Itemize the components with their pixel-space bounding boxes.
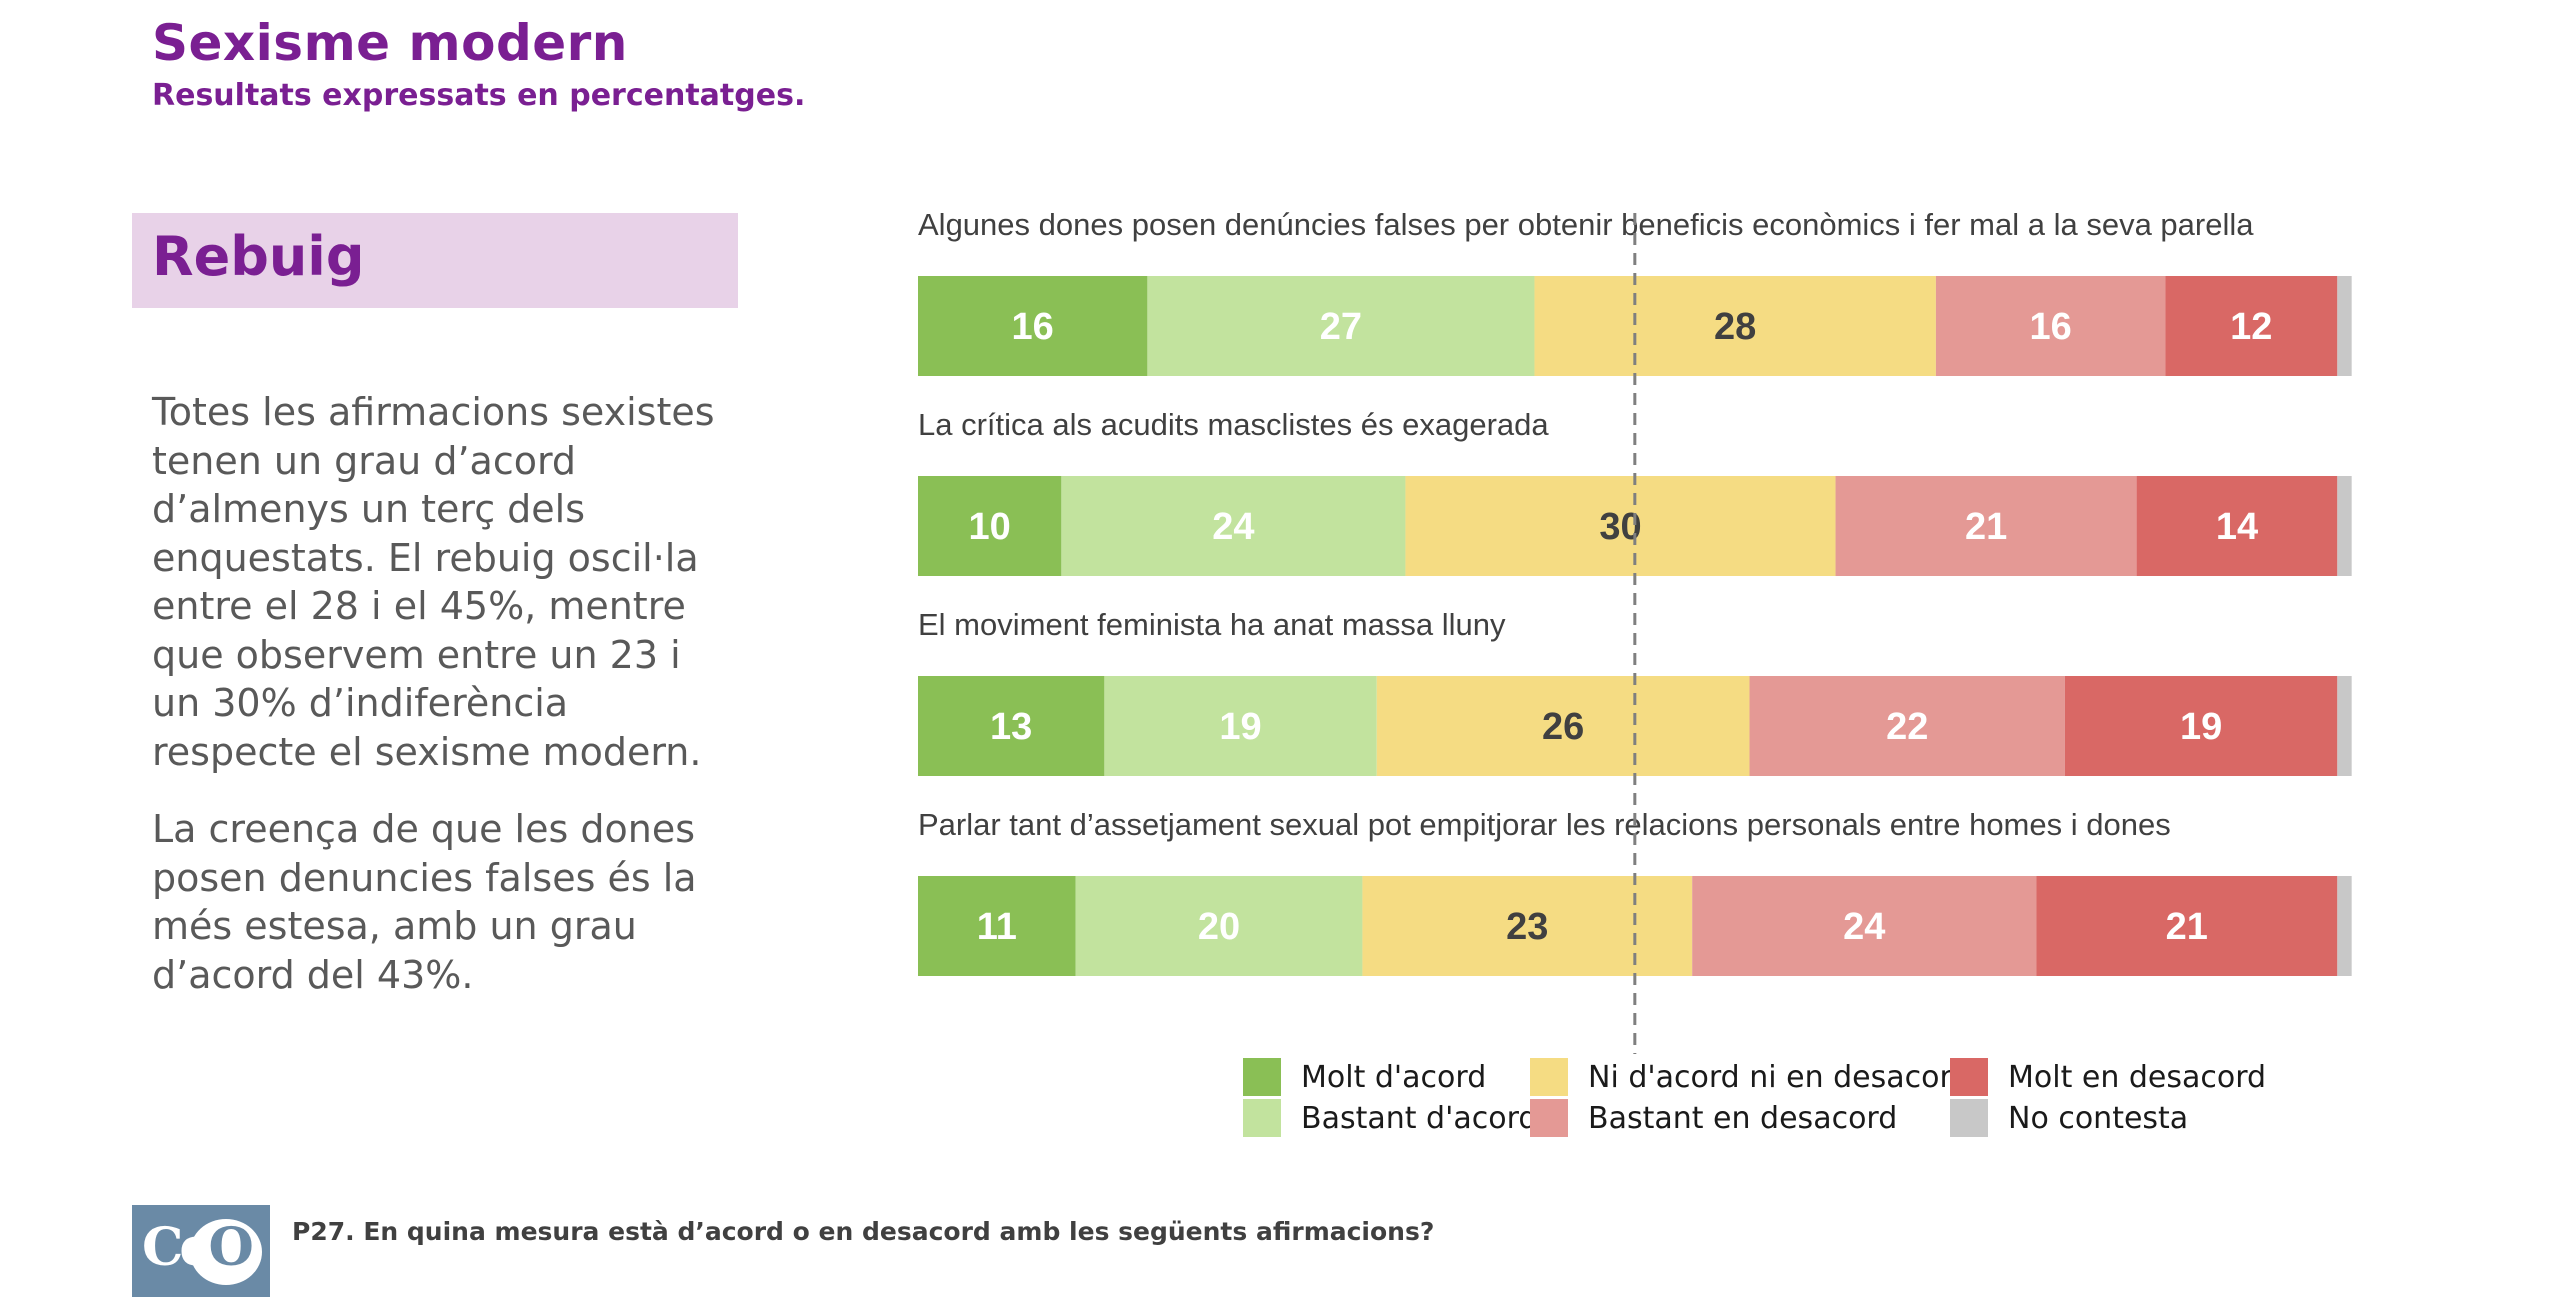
- bar-value-label: 22: [1886, 706, 1928, 748]
- section-label: Rebuig: [152, 225, 365, 288]
- bar-segment: [2337, 676, 2352, 776]
- bar-value-label: 19: [2180, 706, 2222, 748]
- bar-value-label: 11: [977, 906, 1017, 948]
- bar-segment: [1075, 876, 1363, 976]
- row-question-label: Algunes dones posen denúncies falses per…: [918, 207, 2254, 242]
- ceo-logo: CeO: [132, 1205, 270, 1297]
- legend-swatch: [1950, 1099, 1988, 1137]
- legend-label: Bastant en desacord: [1588, 1100, 1898, 1136]
- legend-item: Ni d'acord ni en desacord: [1530, 1057, 1970, 1097]
- legend-label: Ni d'acord ni en desacord: [1588, 1059, 1971, 1095]
- legend-swatch: [1530, 1099, 1568, 1137]
- logo-oval-shape: [190, 1219, 262, 1285]
- bar-value-label: 14: [2216, 506, 2258, 548]
- bar-segment: [1147, 276, 1535, 376]
- bar-segment: [2036, 876, 2338, 976]
- bar-segment: [2165, 276, 2338, 376]
- bar-segment: [1692, 876, 2037, 976]
- legend-label: No contesta: [2008, 1100, 2189, 1136]
- bar-value-label: 16: [2029, 306, 2071, 348]
- question-note: P27. En quina mesura està d’acord o en d…: [292, 1217, 1435, 1246]
- bar-value-label: 26: [1542, 706, 1584, 748]
- row-question-label: Parlar tant d’assetjament sexual pot emp…: [918, 807, 2171, 842]
- bar-value-label: 10: [969, 506, 1011, 548]
- row-question-label: La crítica als acudits masclistes és exa…: [918, 407, 1549, 442]
- section-header: Rebuig: [132, 213, 738, 308]
- bar-segment: [918, 476, 1062, 576]
- bar-segment: [1405, 476, 1836, 576]
- legend-swatch: [1950, 1058, 1988, 1096]
- bar-segment: [2337, 276, 2352, 376]
- bar-value-label: 19: [1219, 706, 1261, 748]
- bar-segment: [1749, 676, 2065, 776]
- bar-segment: [918, 876, 1076, 976]
- row-question-label: El moviment feminista ha anat massa llun…: [918, 607, 1506, 642]
- legend-label: Molt en desacord: [2008, 1059, 2267, 1095]
- bar-value-label: 12: [2230, 306, 2272, 348]
- bar-value-label: 24: [1212, 506, 1254, 548]
- stacked-bar-chart: Algunes dones posen denúncies falses per…: [918, 207, 2352, 1054]
- bar-segment: [1362, 876, 1693, 976]
- legend-label: Bastant d'acord: [1301, 1100, 1538, 1136]
- bar-value-label: 24: [1843, 906, 1885, 948]
- legend-label: Molt d'acord: [1301, 1059, 1487, 1095]
- legend-swatch: [1243, 1099, 1281, 1137]
- bar-value-label: 16: [1012, 306, 1054, 348]
- summary-paragraph-2: La creença de que les dones posen denunc…: [152, 807, 697, 997]
- bar-segment: [2337, 876, 2352, 976]
- bar-segment: [1104, 676, 1377, 776]
- bar-value-label: 27: [1320, 306, 1362, 348]
- logo-wordmark: CeO: [142, 1217, 254, 1278]
- page-title: Sexisme modern: [152, 14, 628, 72]
- legend-item: Bastant d'acord: [1243, 1098, 1537, 1138]
- legend-item: Molt en desacord: [1950, 1057, 2266, 1097]
- bar-segment: [1376, 676, 1750, 776]
- page-subtitle: Resultats expressats en percentatges.: [152, 78, 806, 113]
- bar-segment: [1835, 476, 2137, 576]
- legend-item: Molt d'acord: [1243, 1057, 1486, 1097]
- bar-segment: [2337, 476, 2352, 576]
- bar-value-label: 23: [1506, 906, 1548, 948]
- bar-segment: [2136, 476, 2338, 576]
- bar-segment: [1534, 276, 1936, 376]
- bar-value-label: 21: [2166, 906, 2208, 948]
- bar-segment: [1935, 276, 2166, 376]
- bar-value-label: 20: [1198, 906, 1240, 948]
- legend-swatch: [1530, 1058, 1568, 1096]
- summary-paragraph-1: Totes les afirmacions sexistes tenen un …: [152, 390, 715, 774]
- bar-segment: [918, 276, 1148, 376]
- bar-value-label: 28: [1714, 306, 1756, 348]
- bar-segment: [1061, 476, 1406, 576]
- bar-segment: [2064, 676, 2338, 776]
- bar-value-label: 21: [1965, 506, 2007, 548]
- legend-item: Bastant en desacord: [1530, 1098, 1897, 1138]
- legend-item: No contesta: [1950, 1098, 2188, 1138]
- bar-segment: [918, 676, 1105, 776]
- legend-swatch: [1243, 1058, 1281, 1096]
- bar-value-label: 13: [990, 706, 1032, 748]
